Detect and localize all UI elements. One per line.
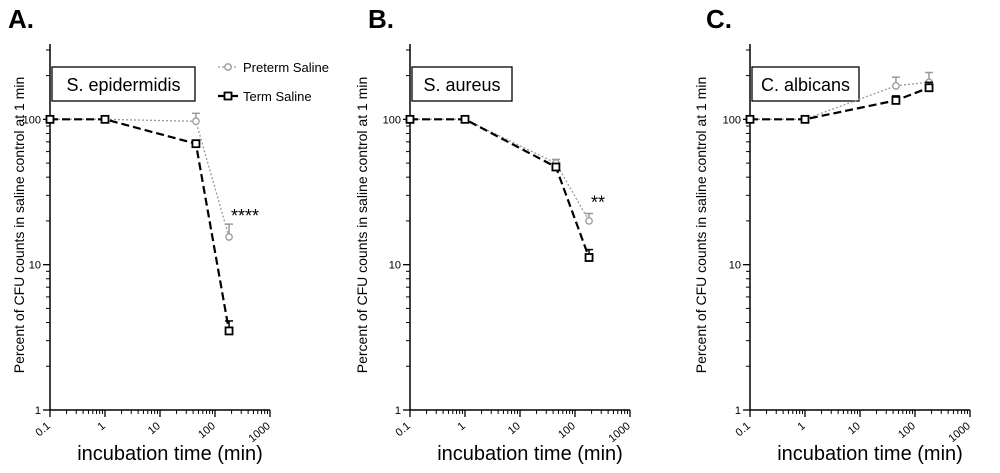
series-term-saline [45,114,234,336]
chart-title: S. epidermidis [66,75,180,95]
data-point [551,162,561,172]
data-point [100,114,110,124]
series-line [50,118,230,238]
series-preterm-saline [46,112,234,241]
data-point [585,217,593,225]
y-tick-label: 10 [29,260,41,272]
data-point [191,139,201,149]
x-axis-title: incubation time (min) [437,443,623,465]
legend-marker-term [223,91,233,101]
panel-letter: B. [368,4,394,34]
y-tick-label: 1 [735,405,741,417]
chart-title: C. albicans [761,75,850,95]
data-point [745,114,755,124]
data-point [924,83,934,93]
x-tick-label: 10 [846,420,863,437]
y-tick-label: 10 [729,260,741,272]
y-tick-label: 1 [35,405,41,417]
series-term-saline [745,81,934,124]
title-box [51,66,196,102]
y-tick-label: 1 [395,405,401,417]
data-point [460,114,470,124]
data-point [405,114,415,124]
data-point [584,253,594,262]
y-tick-label: 100 [23,114,41,126]
data-point [192,117,200,126]
x-tick-label: 0.1 [393,420,412,439]
y-axis-title: Percent of CFU counts in saline control … [693,77,709,373]
series-term-saline [405,114,594,262]
x-tick-label: 100 [196,420,218,441]
legend-label-preterm: Preterm Saline [243,60,329,75]
y-axis-title: Percent of CFU counts in saline control … [11,77,27,373]
panel-letter: C. [706,4,732,34]
series-line [750,86,930,121]
series-preterm-saline [406,115,594,225]
x-tick-label: 10 [146,420,163,437]
y-tick-label: 10 [389,260,401,272]
legend: Preterm Saline Term Saline [218,60,329,104]
x-tick-label: 1000 [946,420,972,445]
data-point [45,114,55,124]
x-tick-label: 1 [796,420,808,433]
x-axis-title: incubation time (min) [777,443,963,465]
legend-label-term: Term Saline [243,89,312,104]
x-tick-label: 1000 [246,420,272,445]
data-point [891,95,901,105]
chart-title: S. aureus [423,75,500,95]
panel-letter: A. [8,4,34,34]
legend-marker-preterm [224,63,232,71]
data-point [892,81,900,90]
data-point [224,326,234,336]
series-line [410,118,590,222]
x-tick-label: 10 [506,420,523,437]
series-line [410,118,591,258]
x-tick-label: 100 [556,420,578,441]
x-tick-label: 1000 [606,420,632,445]
x-tick-label: 1 [96,420,108,433]
x-tick-label: 0.1 [733,420,752,439]
x-tick-label: 0.1 [33,420,52,439]
x-tick-label: 1 [456,420,468,433]
data-point [800,114,810,124]
significance-annotation: ** [591,192,605,212]
y-tick-label: 100 [383,114,401,126]
x-axis-title: incubation time (min) [77,443,263,465]
y-axis-title: Percent of CFU counts in saline control … [354,77,370,373]
significance-annotation: **** [231,206,259,226]
series-line [50,118,231,332]
title-box [751,66,860,102]
x-tick-label: 100 [896,420,918,441]
title-box [411,66,513,102]
data-point [225,233,233,241]
y-tick-label: 100 [723,114,741,126]
series-line [750,81,930,120]
